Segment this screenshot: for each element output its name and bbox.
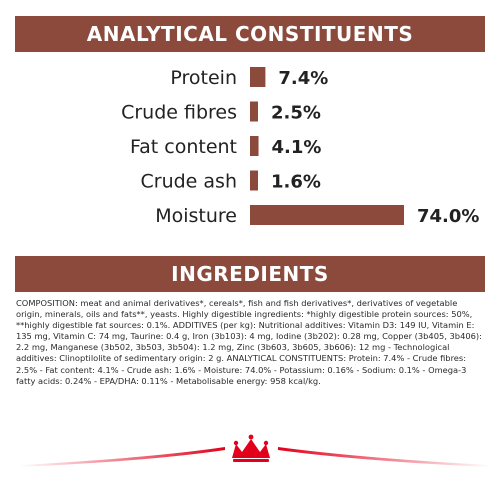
footer-curve-left	[20, 447, 225, 467]
bar-moisture	[250, 205, 404, 225]
category-label-moisture: Moisture	[155, 205, 237, 227]
bar-crude-fibres	[250, 101, 258, 122]
analytical-constituents-title: ANALYTICAL CONSTITUENTS	[86, 22, 414, 46]
value-label-crude-fibres: 2.5%	[271, 103, 321, 124]
category-label-crude-ash: Crude ash	[141, 171, 238, 193]
category-label-crude-fibres: Crude fibres	[121, 102, 237, 124]
value-label-protein: 7.4%	[278, 68, 328, 89]
value-label-crude-ash: 1.6%	[271, 172, 321, 193]
analytical-constituents-banner: ANALYTICAL CONSTITUENTS	[15, 16, 485, 52]
value-label-moisture: 74.0%	[417, 206, 479, 227]
bar-protein	[250, 67, 266, 87]
ingredients-title: INGREDIENTS	[171, 262, 329, 286]
bar-fat-content	[250, 136, 259, 156]
footer-curve-right	[278, 447, 490, 467]
crown-icon	[232, 434, 270, 462]
ingredients-banner: INGREDIENTS	[15, 256, 485, 292]
composition-text: COMPOSITION: meat and animal derivatives…	[16, 298, 482, 386]
footer-brand	[20, 434, 490, 467]
category-label-protein: Protein	[170, 67, 237, 89]
analytical-bar-chart: Protein 7.4% Crude fibres 2.5% Fat content 4.…	[121, 67, 479, 227]
category-label-fat-content: Fat content	[130, 136, 237, 158]
bar-crude-ash	[250, 170, 258, 191]
value-label-fat-content: 4.1%	[272, 137, 322, 158]
